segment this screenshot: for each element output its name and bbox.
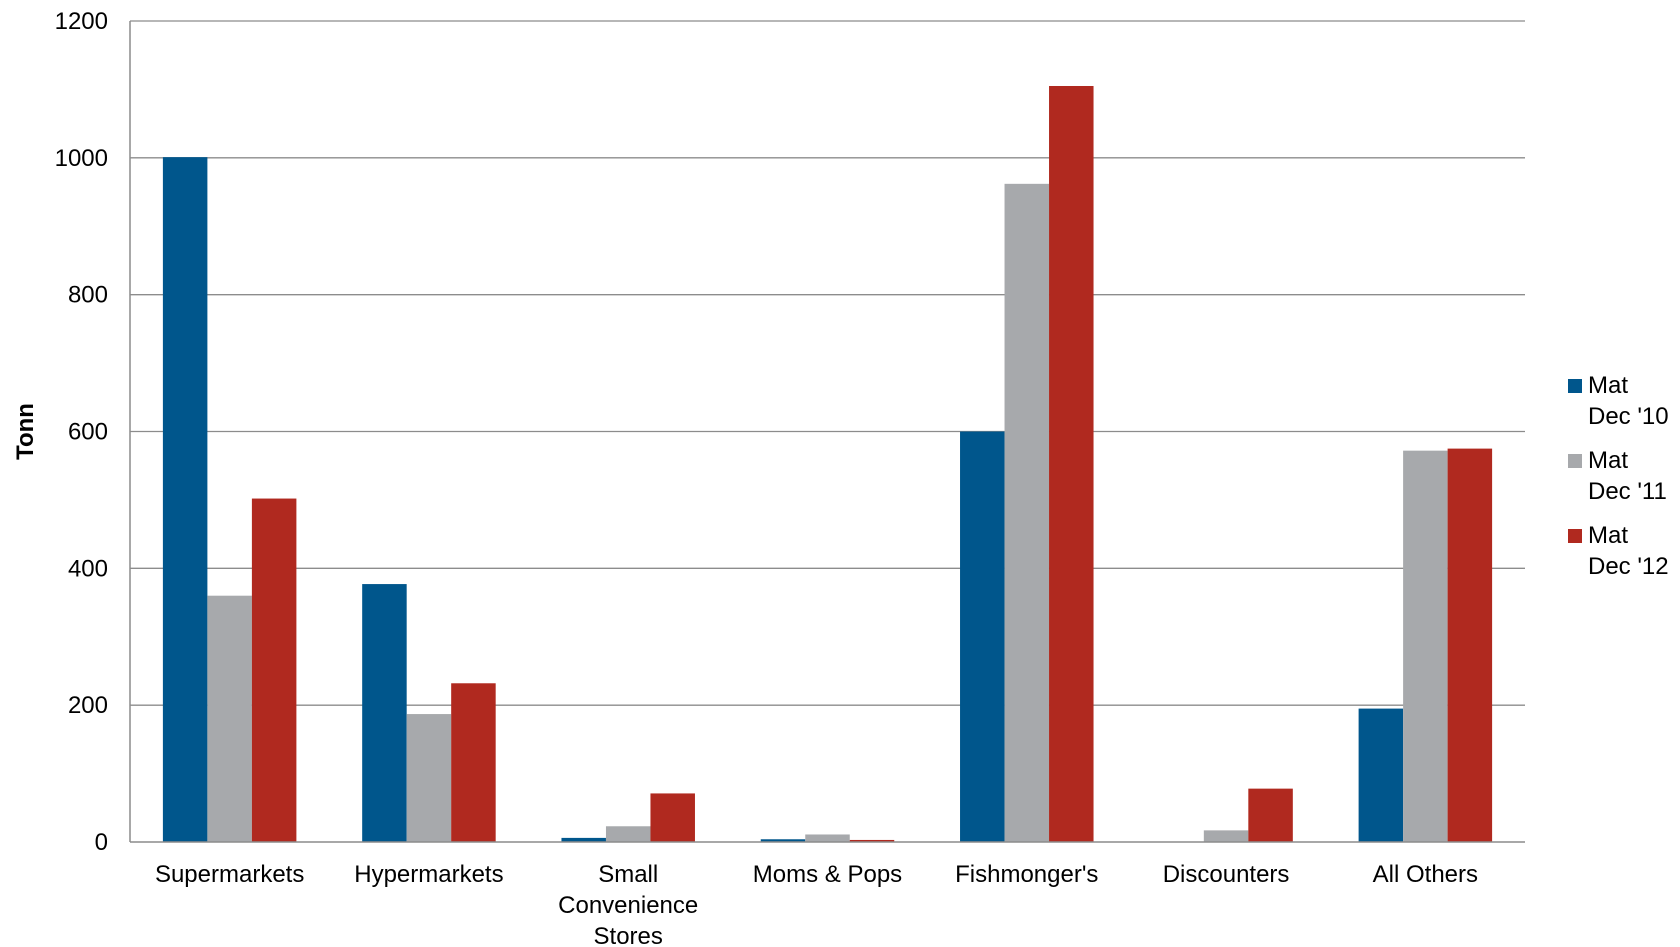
bar-6-0 xyxy=(1358,708,1404,842)
legend-label: Dec '12 xyxy=(1588,553,1669,580)
y-axis-label: Tonn xyxy=(12,403,39,460)
y-tick-label: 1200 xyxy=(55,8,108,35)
x-category-labels: Supermarkets Hypermarkets Small Convenience… xyxy=(155,861,1478,947)
legend-label: Dec '10 xyxy=(1588,403,1669,430)
bar-2-2 xyxy=(650,793,695,842)
bar-1-2 xyxy=(451,683,496,842)
bar-3-1 xyxy=(805,834,850,842)
bar-4-1 xyxy=(1004,183,1050,842)
x-category-label: Small xyxy=(598,861,658,888)
bar-1-0 xyxy=(362,584,407,842)
bar-4-0 xyxy=(960,431,1005,842)
legend-swatch xyxy=(1568,529,1582,543)
bar-4-2 xyxy=(1049,85,1094,842)
bars xyxy=(162,85,1493,842)
x-category-label: Convenience xyxy=(558,892,698,919)
bar-1-1 xyxy=(406,714,452,842)
x-category-label: Moms & Pops xyxy=(753,861,902,888)
bar-0-0 xyxy=(162,157,208,842)
x-category-label: Discounters xyxy=(1163,861,1290,888)
bar-2-0 xyxy=(561,837,606,842)
bar-2-1 xyxy=(605,826,651,842)
y-tick-labels: 0 200 400 600 800 1000 1200 xyxy=(55,8,108,856)
bar-5-2 xyxy=(1248,788,1293,842)
legend-label: Mat xyxy=(1588,372,1628,399)
legend-label: Mat xyxy=(1588,447,1628,474)
x-category-label: Hypermarkets xyxy=(354,861,503,888)
y-tick-label: 600 xyxy=(68,419,108,446)
legend-label: Mat xyxy=(1588,522,1628,549)
y-tick-label: 800 xyxy=(68,282,108,309)
y-tick-label: 1000 xyxy=(55,145,108,172)
legend-label: Dec '11 xyxy=(1588,478,1667,505)
x-category-label: Stores xyxy=(594,923,663,947)
bar-0-1 xyxy=(207,595,252,842)
axes xyxy=(129,21,1525,843)
bar-6-1 xyxy=(1403,450,1448,842)
gridlines xyxy=(130,20,1525,706)
legend-swatch xyxy=(1568,454,1582,468)
bar-0-2 xyxy=(251,498,297,842)
legend: Mat Dec '10 Mat Dec '11 Mat Dec '12 xyxy=(1568,372,1669,580)
y-tick-label: 0 xyxy=(95,829,108,856)
bar-3-0 xyxy=(760,839,806,842)
bar-5-1 xyxy=(1203,830,1249,842)
bar-6-2 xyxy=(1447,448,1493,842)
y-tick-label: 400 xyxy=(68,555,108,582)
bar-3-2 xyxy=(849,839,895,842)
legend-swatch xyxy=(1568,379,1582,393)
x-category-label: Supermarkets xyxy=(155,861,304,888)
y-tick-label: 200 xyxy=(68,692,108,719)
x-category-label: Fishmonger's xyxy=(955,861,1098,888)
x-category-label: All Others xyxy=(1373,861,1478,888)
